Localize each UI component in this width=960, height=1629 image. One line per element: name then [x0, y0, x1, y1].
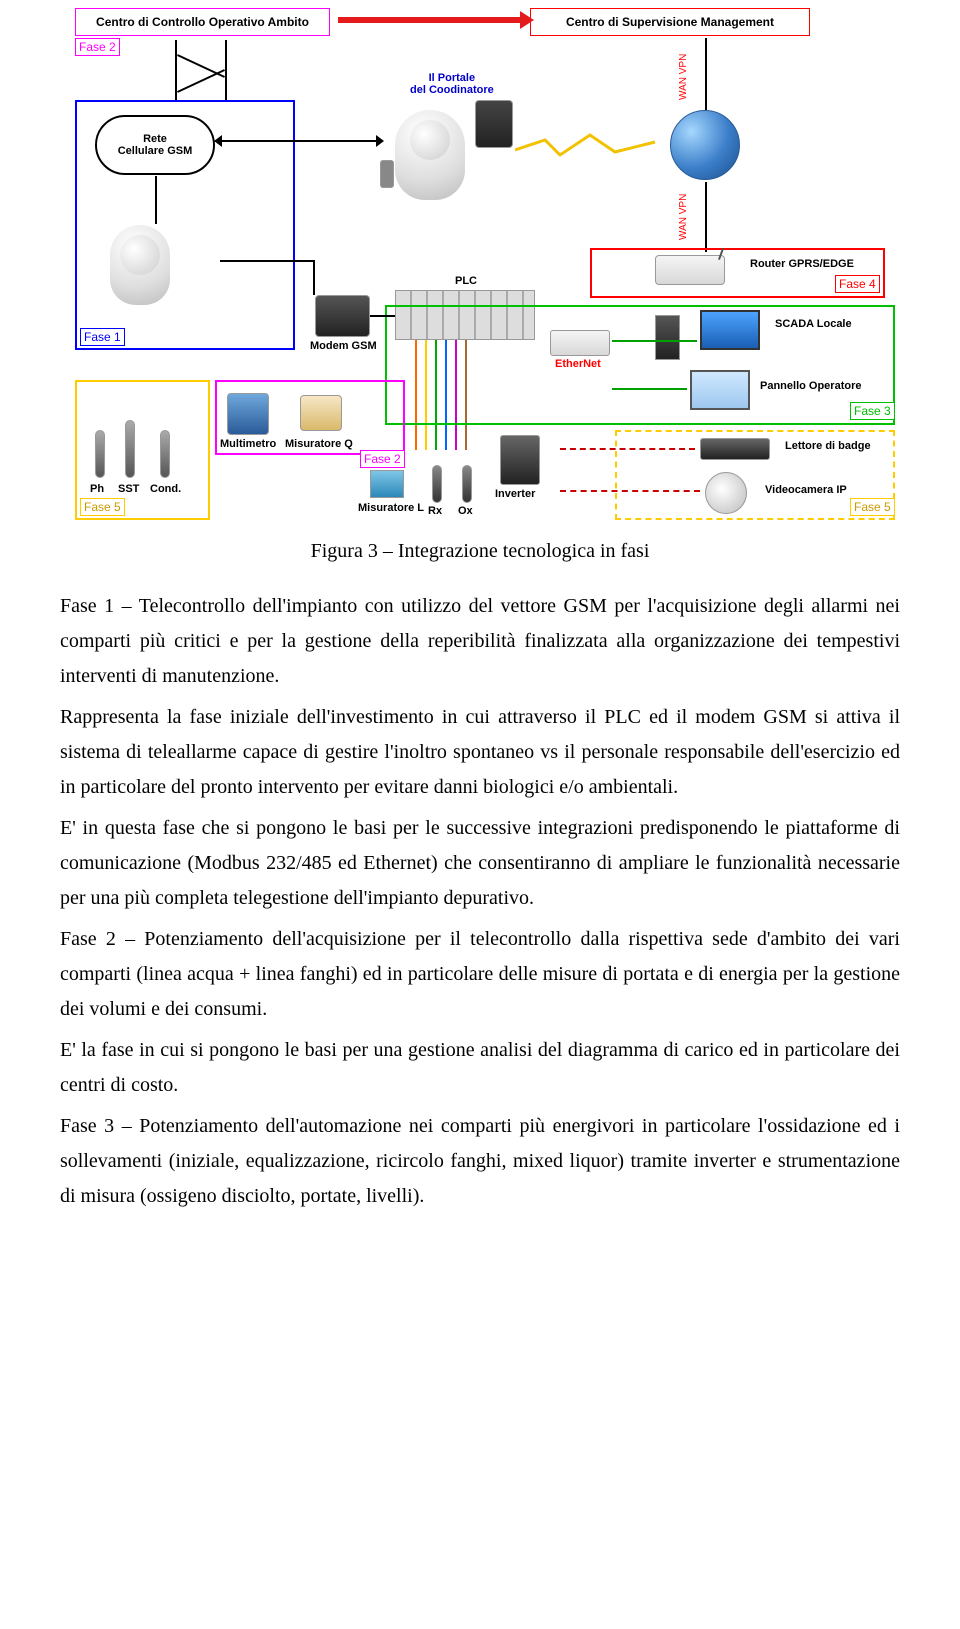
modem-gsm — [315, 295, 370, 337]
coord-title: Il Portale del Coodinatore — [410, 72, 494, 96]
ox-sensor — [462, 465, 472, 503]
para-1b: Rappresenta la fase iniziale dell'invest… — [60, 700, 900, 805]
camera-label: Videocamera IP — [765, 484, 847, 496]
arrow-red-top-head — [520, 11, 534, 29]
figure-caption: Figura 3 – Integrazione tecnologica in f… — [60, 540, 900, 563]
multimetro-label: Multimetro — [220, 438, 276, 450]
sst-probe — [125, 420, 135, 478]
mis-l-label: Misuratore L — [358, 502, 424, 514]
ip-camera — [705, 472, 747, 514]
wan-vpn-btm: WAN VPN — [678, 194, 689, 240]
globe-line-up — [705, 38, 707, 110]
plc-label: PLC — [455, 275, 477, 287]
fase5l-label: Fase 5 — [80, 498, 125, 516]
para-2a: Fase 2 – Potenziamento dell'acquisizione… — [60, 922, 900, 1027]
scada-pc-tower — [655, 315, 680, 360]
operator-figure — [110, 225, 170, 305]
mis-q-label: Misuratore Q — [285, 438, 353, 450]
cloud-to-oper-v — [155, 176, 157, 224]
inverter-label: Inverter — [495, 488, 535, 500]
mis-l — [370, 470, 404, 498]
box-supervisione-mgmt: Centro di Supervisione Management — [530, 8, 810, 36]
panel-label: Pannello Operatore — [760, 380, 861, 392]
fase3-label: Fase 3 — [850, 402, 895, 420]
arrow-red-top — [338, 17, 522, 23]
box-supervisione-text: Centro di Supervisione Management — [566, 15, 774, 29]
rete-gsm-text: Rete Cellulare GSM — [118, 133, 193, 157]
modem-gsm-label: Modem GSM — [310, 340, 377, 352]
arrow-cc-down-2 — [225, 40, 227, 100]
fase5r-label: Fase 5 — [850, 498, 895, 516]
modem-to-cloud-h — [220, 260, 315, 262]
arrow-gsm-right-head — [376, 135, 384, 147]
arrow-gsm-right — [220, 140, 380, 142]
inverter — [500, 435, 540, 485]
globe-icon — [670, 110, 740, 180]
eth-line-cam — [560, 490, 700, 492]
para-1c: E' in questa fase che si pongono le basi… — [60, 811, 900, 916]
fase2btm-label: Fase 2 — [360, 450, 405, 468]
multimetro — [227, 393, 269, 435]
eth-line-badge — [560, 448, 695, 450]
para-2b: E' la fase in cui si pongono le basi per… — [60, 1033, 900, 1103]
fase1-label: Fase 1 — [80, 328, 125, 346]
modem-to-cloud-v — [313, 260, 315, 295]
box-centro-controllo-text: Centro di Controllo Operativo Ambito — [96, 15, 309, 29]
badge-label: Lettore di badge — [785, 440, 871, 452]
body-text: Fase 1 – Telecontrollo dell'impianto con… — [60, 589, 900, 1214]
fase4-label: Fase 4 — [835, 275, 880, 293]
scada-pc-monitor — [700, 310, 760, 350]
ph-probe — [95, 430, 105, 478]
rx-sensor — [432, 465, 442, 503]
misuratore-q — [300, 395, 342, 431]
wan-vpn-top: WAN VPN — [678, 54, 689, 100]
para-1a: Fase 1 – Telecontrollo dell'impianto con… — [60, 589, 900, 694]
badge-reader — [700, 438, 770, 460]
coord-phone — [380, 160, 394, 188]
router-label: Router GPRS/EDGE — [750, 258, 854, 270]
eth-line-scada — [612, 340, 697, 342]
arrow-gsm-left-head — [214, 135, 222, 147]
sst-label: SST — [118, 483, 139, 495]
ox-label: Ox — [458, 505, 473, 517]
cond-label: Cond. — [150, 483, 181, 495]
ph-label: Ph — [90, 483, 104, 495]
zigzag-b — [177, 69, 225, 93]
coord-figure — [395, 110, 465, 200]
box-centro-controllo: Centro di Controllo Operativo Ambito — [75, 8, 330, 36]
eth-line-panel — [612, 388, 687, 390]
lightning-link — [515, 130, 675, 170]
scada-label: SCADA Locale — [775, 318, 852, 330]
fase2-top-label: Fase 2 — [75, 38, 120, 56]
cond-probe — [160, 430, 170, 478]
panel-operator — [690, 370, 750, 410]
rete-gsm-cloud: Rete Cellulare GSM — [95, 115, 215, 175]
router-device — [655, 255, 725, 285]
globe-line-dn — [705, 182, 707, 252]
coord-tablet — [475, 100, 513, 148]
architecture-diagram: Centro di Controllo Operativo Ambito Cen… — [60, 0, 900, 530]
zigzag-a — [177, 54, 225, 78]
modem-plc — [370, 315, 395, 317]
rx-label: Rx — [428, 505, 442, 517]
para-3: Fase 3 – Potenziamento dell'automazione … — [60, 1109, 900, 1214]
